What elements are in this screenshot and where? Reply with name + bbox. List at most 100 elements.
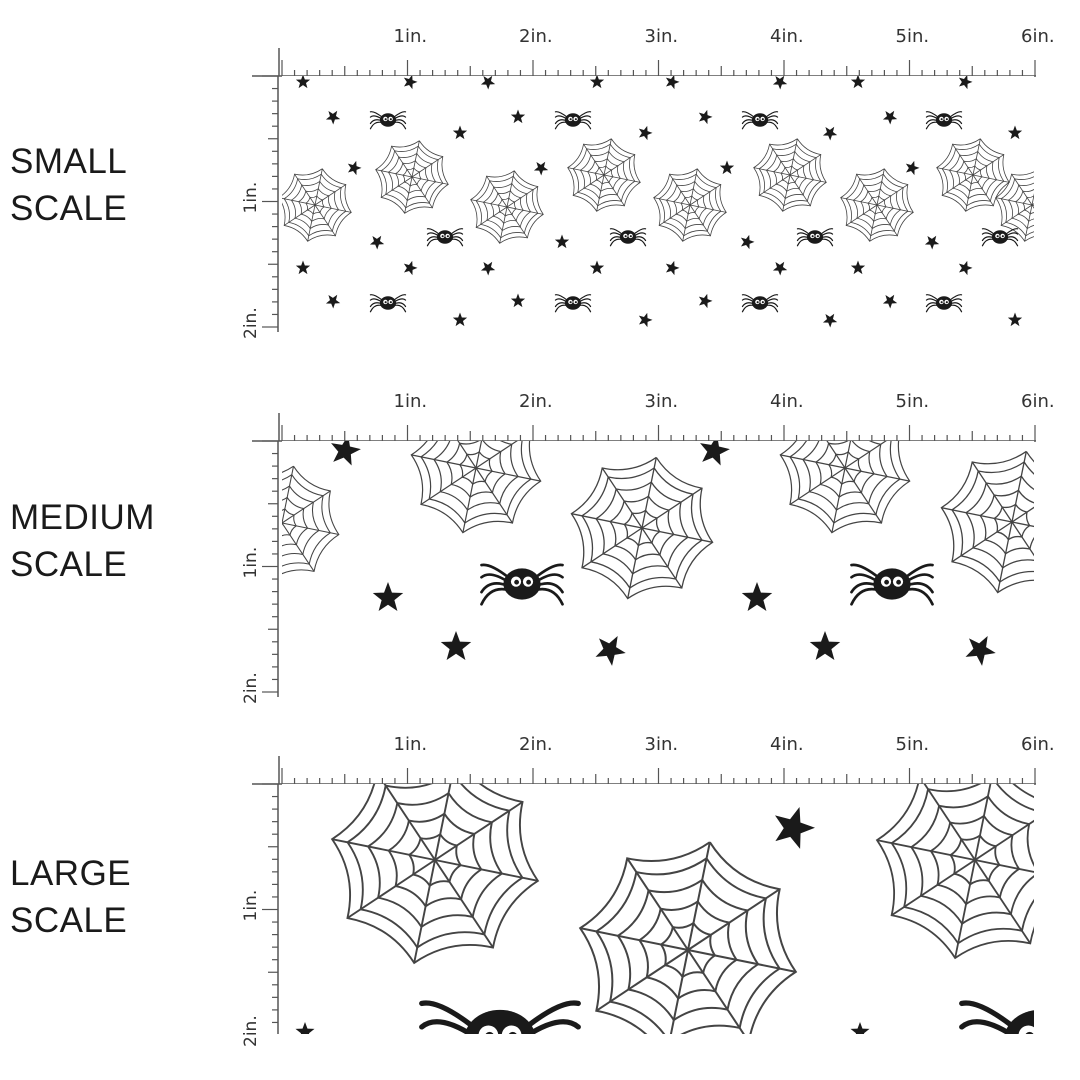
star-icon [403,76,418,90]
spider-icon [480,563,564,606]
star-icon [369,235,385,250]
spider-icon [850,563,934,606]
spider-icon [959,1000,1034,1034]
ruler-h-label: 6in. [1021,391,1055,412]
star-icon [719,160,735,175]
ruler-v-label: 2in. [241,307,261,339]
spiderweb-icon [936,138,1010,212]
spider-icon [609,228,647,247]
ruler-h-label: 1in. [394,26,428,47]
star-icon [452,125,468,140]
medium-pattern-swatch [282,441,1034,697]
ruler-h-label: 6in. [1021,26,1055,47]
star-icon [965,635,996,666]
ruler-v-label: 1in. [241,890,261,922]
ruler-h-label: 4in. [770,391,804,412]
star-icon [595,635,626,666]
ruler-h-label: 3in. [645,734,679,755]
large-scale-label: LARGE SCALE [10,850,131,944]
star-icon [905,160,920,176]
spider-icon [925,294,963,313]
large-scale-label-line2: SCALE [10,901,128,940]
star-icon [295,1022,315,1034]
star-icon [882,294,898,309]
star-icon [480,261,496,276]
ruler-h-label: 2in. [519,391,553,412]
star-icon [325,110,341,125]
ruler-h-label: 2in. [519,26,553,47]
ruler-v-label: 2in. [241,1015,261,1047]
large-scale-label-line1: LARGE [10,854,132,893]
star-icon [372,582,404,611]
ruler-h-label: 5in. [896,734,930,755]
star-icon [510,109,526,124]
spiderweb-icon [875,784,1034,960]
medium-scale-label-line2: SCALE [10,545,128,584]
star-icon [850,1022,870,1034]
spiderweb-icon [282,168,352,242]
star-icon [850,260,866,275]
star-icon [958,260,973,276]
ruler-h-label: 1in. [394,734,428,755]
spider-icon [369,294,407,313]
medium-pattern-art [282,441,1034,666]
spiderweb-icon [653,168,727,242]
star-icon [809,631,841,660]
ruler-h-label: 2in. [519,734,553,755]
star-icon [638,125,653,141]
ruler-h-label: 3in. [645,26,679,47]
star-icon [554,234,570,249]
star-icon [440,631,472,660]
spider-icon [554,294,592,313]
medium-scale-panel: MEDIUM SCALE 1in. 2in. 3in. 4in. 5in. 6in. 1in… [10,391,1055,704]
star-icon [740,234,755,250]
star-icon [533,161,549,176]
spiderweb-icon [330,784,540,965]
medium-ruler: 1in. 2in. 3in. 4in. 5in. 6in. 1in. 2in. [241,391,1055,704]
spiderweb-icon [410,441,542,534]
ruler-h-label: 6in. [1021,734,1055,755]
spider-icon [554,111,592,130]
spiderweb-icon [567,138,641,212]
spider-icon [741,111,779,130]
star-icon [1007,125,1023,140]
star-icon [775,806,815,849]
star-icon [882,110,898,125]
spiderweb-icon [940,450,1034,594]
spider-icon [369,111,407,130]
star-icon [958,76,973,90]
small-scale-label: SMALL SCALE [10,138,127,232]
ruler-h-label: 5in. [896,391,930,412]
small-scale-panel: SMALL SCALE 1in. 2in. 3in. 4in. 5in. 6in. 1in.… [0,0,1080,355]
star-icon [589,76,605,89]
ruler-v-label: 1in. [241,182,261,214]
star-icon [700,441,730,466]
star-icon [403,260,418,276]
star-icon [741,582,773,611]
ruler-h-label: 3in. [645,391,679,412]
spiderweb-icon [779,441,911,534]
spider-icon [419,1000,581,1034]
star-icon [510,293,526,308]
large-pattern-swatch [282,784,1034,1034]
star-icon [589,260,605,275]
ruler-v-label: 1in. [241,547,261,579]
spiderweb-icon [282,465,340,575]
star-icon [295,260,311,275]
spiderweb-icon [470,170,544,244]
star-icon [924,235,940,250]
spider-icon [981,228,1019,247]
ruler-h-label: 4in. [770,734,804,755]
star-icon [850,76,866,89]
spiderweb-icon [570,456,714,600]
spiderweb-icon [995,171,1034,242]
star-icon [325,294,341,309]
star-icon [347,160,362,176]
spiderweb-icon [840,168,914,242]
medium-scale-label: MEDIUM SCALE [10,494,155,588]
star-icon [480,76,496,90]
spiderweb-icon [578,841,798,1034]
star-icon [665,260,680,276]
spiderweb-icon [753,138,827,212]
